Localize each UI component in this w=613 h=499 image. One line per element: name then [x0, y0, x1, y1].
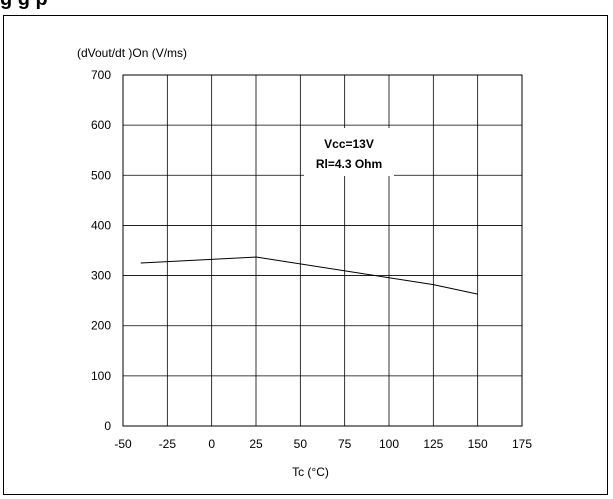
- y-tick-label: 300: [91, 269, 111, 283]
- x-tick-label: -50: [114, 437, 132, 451]
- x-tick-label: 125: [423, 437, 443, 451]
- tick-labels: -50 -25 0 25 50 75 100 125 150 175 0 100 200 300 400 50…: [91, 68, 532, 451]
- x-tick-label: 175: [512, 437, 532, 451]
- y-tick-label: 700: [91, 68, 111, 82]
- annotation-box: Vcc=13V Rl=4.3 Ohm: [304, 128, 394, 176]
- plot-border: [122, 74, 523, 427]
- series-line: [140, 256, 478, 295]
- grid: [122, 74, 523, 427]
- x-tick-label: -25: [159, 437, 177, 451]
- page-title: g g p: [0, 0, 613, 11]
- y-tick-label: 400: [91, 218, 111, 232]
- y-tick-label: 0: [104, 419, 111, 433]
- x-tick-label: 150: [468, 437, 488, 451]
- x-tick-label: 100: [379, 437, 399, 451]
- y-tick-label: 200: [91, 319, 111, 333]
- x-tick-label: 0: [208, 437, 215, 451]
- chart-frame: -50 -25 0 25 50 75 100 125 150 175 0 100 200 300 400 50…: [3, 15, 608, 495]
- x-tick-label: 75: [338, 437, 352, 451]
- y-tick-label: 500: [91, 168, 111, 182]
- y-axis-label: (dVout/dt )On (V/ms): [77, 46, 187, 60]
- annotation-text: Vcc=13V: [324, 137, 374, 151]
- y-tick-label: 600: [91, 118, 111, 132]
- line-chart: -50 -25 0 25 50 75 100 125 150 175 0 100 200 300 400 50…: [77, 46, 532, 479]
- annotation-background: [304, 128, 394, 176]
- y-tick-label: 100: [91, 369, 111, 383]
- series-group: [140, 256, 478, 295]
- x-axis-label: Tc (°C): [292, 465, 329, 479]
- x-tick-label: 25: [249, 437, 263, 451]
- x-tick-label: 50: [294, 437, 308, 451]
- annotation-text: Rl=4.3 Ohm: [316, 157, 382, 171]
